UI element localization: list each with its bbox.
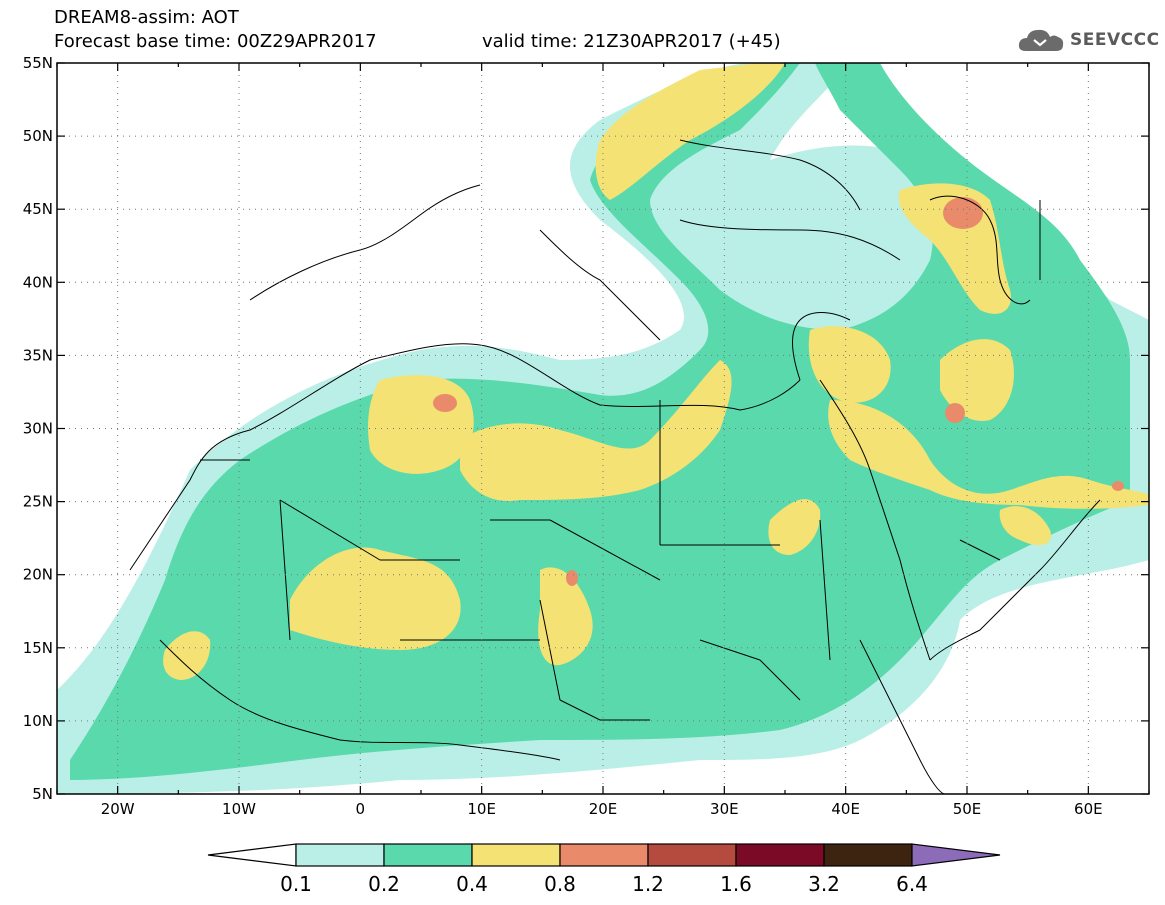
- lat-label: 15N: [23, 639, 53, 657]
- lat-label: 25N: [23, 493, 53, 511]
- lon-label: 20W: [101, 800, 135, 818]
- colorbar-level-label: 0.4: [456, 872, 488, 896]
- colorbar-box: [735, 843, 825, 867]
- colorbar-level-label: 0.1: [280, 872, 312, 896]
- cloud-icon: [1018, 29, 1064, 51]
- colorbar-box: [295, 843, 385, 867]
- seevccc-logo: SEEVCCC: [1016, 24, 1160, 56]
- colorbar-level-label: 1.6: [720, 872, 752, 896]
- lon-label: 10E: [467, 800, 496, 818]
- gridlines: [57, 63, 1149, 794]
- valid-time: valid time: 21Z30APR2017 (+45): [482, 31, 781, 52]
- colorbar-level-label: 6.4: [896, 872, 928, 896]
- latitude-labels: 55N 50N 45N 40N 35N 30N 25N 20N 15N 10N 5N: [23, 54, 53, 803]
- logo-text: SEEVCCC: [1070, 30, 1160, 50]
- longitude-labels: 20W 10W 0 10E 20E 30E 40E 50E 60E: [101, 800, 1103, 818]
- lat-label: 40N: [23, 273, 53, 291]
- colorbar-max-arrow: [911, 843, 1001, 867]
- lat-label: 35N: [23, 346, 53, 364]
- lat-label: 30N: [23, 420, 53, 438]
- lon-label: 60E: [1074, 800, 1103, 818]
- lon-label: 10W: [222, 800, 256, 818]
- lon-label: 40E: [831, 800, 860, 818]
- lat-label: 45N: [23, 200, 53, 218]
- colorbar-level-label: 1.2: [632, 872, 664, 896]
- colorbar-box: [471, 843, 561, 867]
- lon-label: 0: [356, 800, 366, 818]
- colorbar-level-label: 0.8: [544, 872, 576, 896]
- lat-label: 50N: [23, 127, 53, 145]
- colorbar-box: [823, 843, 913, 867]
- colorbar-box: [559, 843, 649, 867]
- lat-label: 20N: [23, 566, 53, 584]
- lat-label: 55N: [23, 54, 53, 72]
- forecast-base-time: Forecast base time: 00Z29APR2017: [54, 31, 377, 52]
- lon-label: 20E: [589, 800, 618, 818]
- colorbar-box: [383, 843, 473, 867]
- colorbar-level-label: 3.2: [808, 872, 840, 896]
- lon-label: 50E: [953, 800, 982, 818]
- colorbar-min-arrow: [207, 843, 297, 867]
- lat-label: 5N: [32, 785, 53, 803]
- colorbar-level-label: 0.2: [368, 872, 400, 896]
- ticks: [56, 62, 1150, 795]
- lon-label: 30E: [710, 800, 739, 818]
- map-title: DREAM8-assim: AOT: [54, 7, 239, 28]
- colorbar-box: [647, 843, 737, 867]
- lat-label: 10N: [23, 712, 53, 730]
- colorbar: [207, 843, 1001, 867]
- coastlines: [129, 139, 1101, 794]
